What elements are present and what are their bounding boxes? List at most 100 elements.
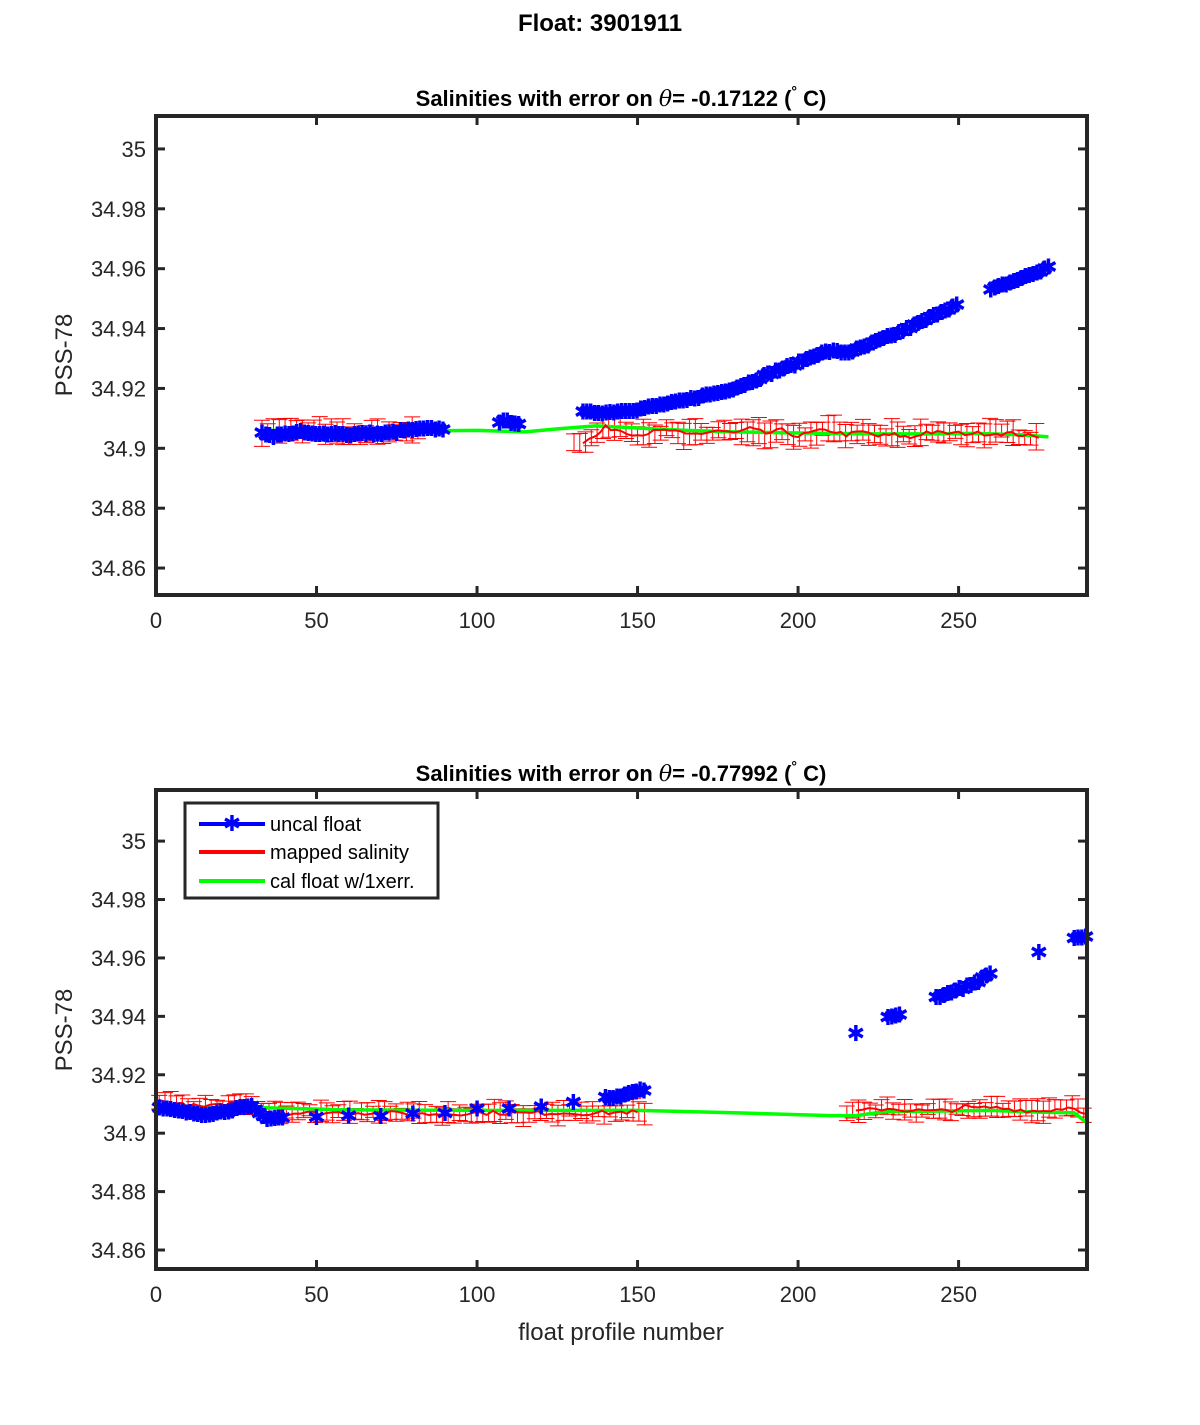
bottom-uncal-float-point: ✱: [977, 964, 995, 989]
top-uncal-float-point: ✱: [782, 354, 800, 379]
bottom-uncal-float-point: ✱: [223, 1099, 241, 1124]
top-uncal-float-point: ✱: [380, 421, 398, 446]
top-uncal-float-point: ✱: [985, 276, 1003, 301]
top-y-tick-label: 34.94: [91, 317, 146, 342]
bottom-x-axis-label: float profile number: [518, 1319, 723, 1346]
top-uncal-float-point: ✱: [434, 419, 452, 444]
top-uncal-float-point: ✱: [874, 327, 892, 352]
bottom-uncal-float-point: ✱: [981, 963, 999, 988]
top-uncal-float-point: ✱: [422, 417, 440, 442]
top-uncal-float-point: ✱: [1020, 264, 1038, 289]
bottom-uncal-float-point: ✱: [973, 966, 991, 991]
top-y-tick-label: 34.96: [91, 257, 146, 282]
top-uncal-float-point: ✱: [697, 384, 715, 409]
top-uncal-float-point: ✱: [659, 392, 677, 417]
top-y-tick-label: 34.88: [91, 496, 146, 521]
top-uncal-float-point: ✱: [786, 354, 804, 379]
bottom-uncal-float-point: ✱: [950, 977, 968, 1002]
top-x-tick-label: 50: [304, 608, 328, 633]
top-x-tick-label: 200: [780, 608, 817, 633]
top-y-tick-label: 34.92: [91, 376, 146, 401]
top-uncal-float-point: ✱: [882, 324, 900, 349]
bottom-uncal-float-point: ✱: [246, 1098, 264, 1123]
bottom-uncal-float-point: ✱: [162, 1098, 180, 1123]
top-uncal-float-point: ✱: [928, 304, 946, 329]
bottom-y-ticks: 34.86 34.88 34.9 34.92 34.94 34.96 34.98 35: [91, 829, 1087, 1263]
top-uncal-float-point: ✱: [917, 309, 935, 334]
top-uncal-float-point: ✱: [813, 342, 831, 367]
top-uncal-float-point: ✱: [411, 418, 429, 443]
top-uncal-float-point: ✱: [847, 338, 865, 363]
top-uncal-float-point: ✱: [870, 328, 888, 353]
top-uncal-float-point: ✱: [905, 313, 923, 338]
bottom-error-bar: [636, 1102, 653, 1126]
top-uncal-float-point: ✱: [736, 374, 754, 399]
top-uncal-float-point: ✱: [368, 422, 386, 447]
figure-title: Float: 3901911: [517, 10, 683, 37]
top-uncal-float-point: ✱: [693, 384, 711, 409]
top-uncal-float-point: ✱: [589, 402, 607, 427]
top-uncal-float-point: ✱: [805, 346, 823, 371]
top-uncal-float-point: ✱: [372, 423, 390, 448]
top-uncal-float-point: ✱: [809, 344, 827, 369]
bottom-uncal-float-point: ✱: [242, 1095, 260, 1120]
bottom-uncal-float-point: ✱: [612, 1085, 630, 1110]
top-uncal-float-point: ✱: [647, 395, 665, 420]
bottom-uncal-float-point: ✱: [847, 1022, 865, 1047]
top-uncal-float-point: ✱: [932, 301, 950, 326]
top-uncal-float-point: ✱: [581, 400, 599, 425]
top-uncal-float-point: ✱: [944, 296, 962, 321]
bottom-uncal-float-point: ✱: [879, 1006, 897, 1031]
top-uncal-float-point: ✱: [399, 418, 417, 443]
bottom-y-tick-label: 34.92: [91, 1063, 146, 1088]
top-y-tick-label: 34.98: [91, 197, 146, 222]
top-x-tick-label: 250: [940, 608, 977, 633]
bottom-plot-area: ✱✱✱✱✱✱✱✱✱✱✱✱✱✱✱✱✱✱✱✱✱✱✱✱✱✱✱✱✱✱✱✱✱ ✱ ✱ ✱ ✱ ✱ ✱ ✱…: [150, 925, 1095, 1133]
top-uncal-float-point: ✱: [759, 362, 777, 387]
top-uncal-float-point: ✱: [326, 422, 344, 447]
bottom-mapped-salinity-line: [855, 1103, 1088, 1116]
top-uncal-float-point: ✱: [628, 399, 646, 424]
top-x-tick-label: 0: [150, 608, 162, 633]
top-uncal-float-point: ✱: [295, 421, 313, 446]
top-uncal-float-point: ✱: [376, 422, 394, 447]
legend-cal-label: cal float w/1xerr.: [270, 871, 415, 893]
bottom-uncal-float-point: ✱: [227, 1097, 245, 1122]
bottom-uncal-float-point: ✱: [339, 1104, 357, 1129]
top-y-tick-label: 34.9: [103, 436, 146, 461]
bottom-uncal-float-point: ✱: [962, 974, 980, 999]
top-uncal-float-point: ✱: [666, 391, 684, 416]
bottom-uncal-float-point: ✱: [938, 982, 956, 1007]
top-uncal-float-point: ✱: [855, 336, 873, 361]
bottom-uncal-float-point: ✱: [942, 982, 960, 1007]
bottom-error-bar: [850, 1099, 867, 1124]
top-uncal-float-point: ✱: [407, 418, 425, 443]
top-uncal-float-point: ✱: [264, 426, 282, 451]
top-uncal-float-point: ✱: [384, 421, 402, 446]
bottom-uncal-float-point: ✱: [239, 1096, 257, 1121]
bottom-y-tick-label: 34.98: [91, 888, 146, 913]
top-uncal-float-point: ✱: [732, 375, 750, 400]
bottom-uncal-float-point: ✱: [600, 1087, 618, 1112]
top-uncal-float-point: ✱: [743, 371, 761, 396]
top-uncal-float-point: ✱: [720, 380, 738, 405]
top-uncal-float-point: ✱: [1032, 260, 1050, 285]
bottom-error-bar: [359, 1102, 376, 1123]
top-panel: Salinities with error on θ= -0.17122 (° …: [51, 83, 1089, 633]
bottom-uncal-float-point: ✱: [564, 1091, 582, 1116]
top-uncal-float-point: ✱: [913, 310, 931, 335]
top-uncal-float-point: ✱: [878, 325, 896, 350]
bottom-error-bar: [411, 1100, 428, 1125]
top-uncal-float-point: ✱: [620, 400, 638, 425]
bottom-uncal-float-point: ✱: [250, 1102, 268, 1127]
top-uncal-float-point: ✱: [260, 424, 278, 449]
top-uncal-float-point: ✱: [364, 424, 382, 449]
legend: ✱ uncal float mapped salinity cal float …: [183, 801, 440, 900]
top-uncal-float-point: ✱: [909, 312, 927, 337]
top-uncal-float-point: ✱: [897, 317, 915, 342]
top-uncal-float-point: ✱: [674, 389, 692, 414]
top-uncal-float-point: ✱: [506, 413, 524, 438]
top-error-bar: [982, 417, 999, 445]
top-uncal-float-point: ✱: [612, 400, 630, 425]
